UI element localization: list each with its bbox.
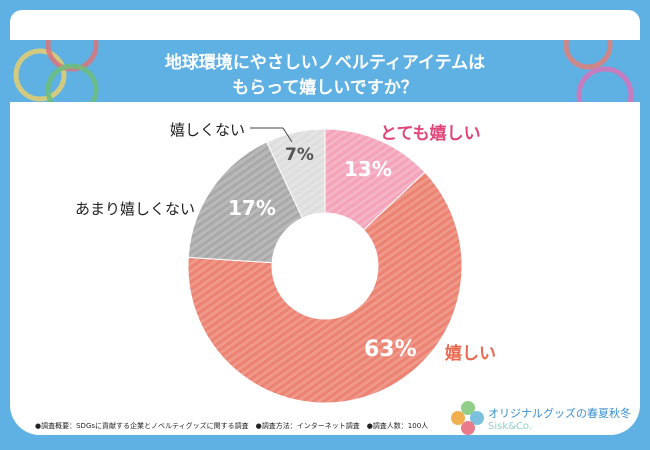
slice-stripes-1 xyxy=(188,172,462,403)
slice-stripes-2 xyxy=(188,142,303,263)
brand-name: オリジナルグッズの春夏秋冬 xyxy=(488,407,631,420)
brand-sub: Sisk&Co. xyxy=(488,421,533,432)
legend-label-very-happy: とても嬉しい xyxy=(380,124,481,144)
chart-title-line2: もらって嬉しいですか？ xyxy=(232,78,418,98)
data-label-13: 13% xyxy=(344,157,392,181)
legend-label-not-happy: 嬉しくない xyxy=(170,121,246,139)
decorative-circles xyxy=(13,40,634,102)
slice-stripes-0 xyxy=(325,129,425,230)
legend-label-not-very-happy: あまり嬉しくない xyxy=(75,200,196,218)
chart-title-line1: 地球環境にやさしいノベルティアイテムは xyxy=(164,53,486,73)
slice-stripes-3 xyxy=(266,129,325,219)
leader-line xyxy=(282,127,293,143)
legend-label-happy: 嬉しい xyxy=(445,344,496,364)
data-label-7: 7% xyxy=(285,145,314,165)
data-label-63: 63% xyxy=(364,337,417,362)
data-label-17: 17% xyxy=(228,196,276,220)
survey-footnote: ●調査概要：SDGsに貢献する企業とノベルティグッズに関する調査 ●調査方法：イ… xyxy=(35,422,429,430)
title-band xyxy=(10,40,640,102)
